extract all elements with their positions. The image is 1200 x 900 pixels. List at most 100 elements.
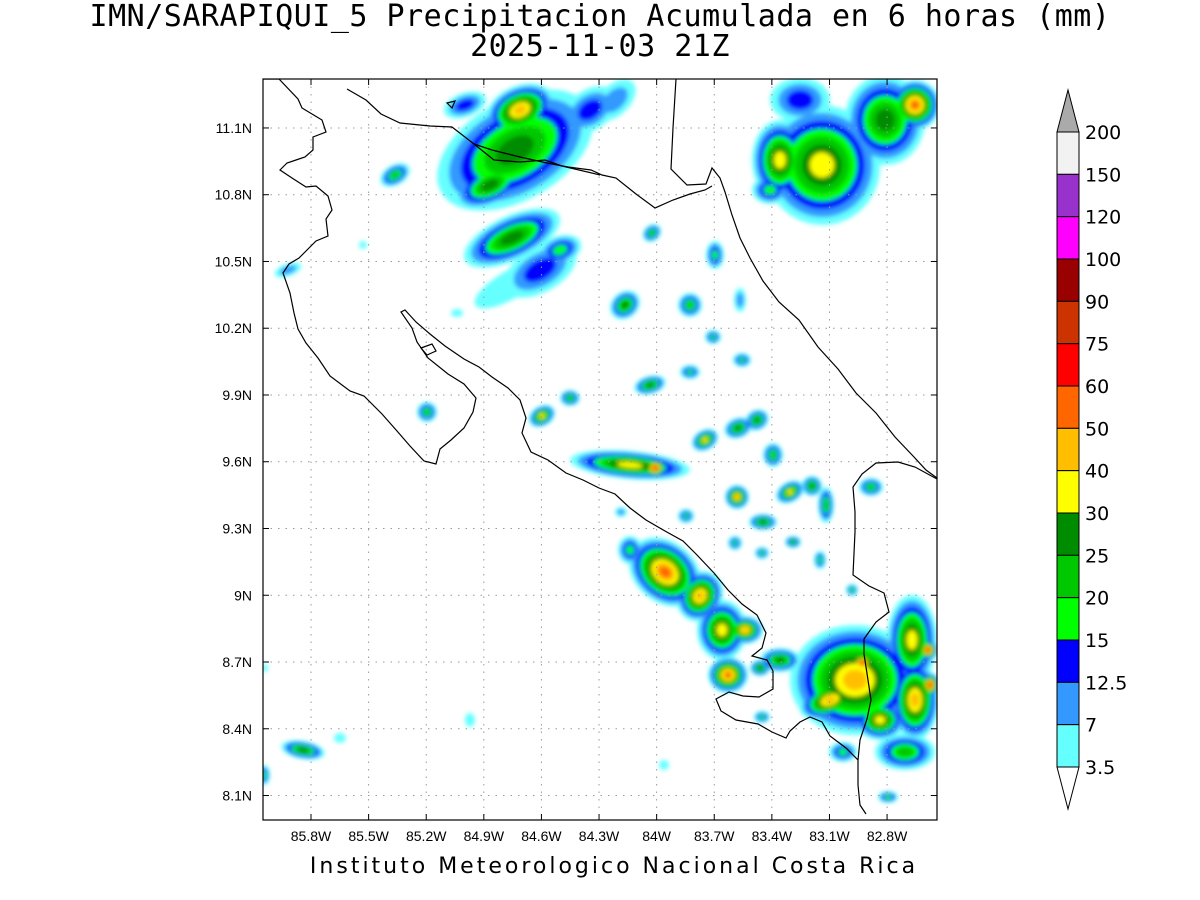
precip-cell (649, 230, 655, 236)
precip-cell (775, 657, 785, 663)
legend-label: 50 (1085, 418, 1109, 440)
legend-label: 25 (1085, 545, 1109, 567)
lat-tick-label: 10.8N (215, 187, 252, 203)
map-frame (262, 78, 938, 821)
lat-tick-label: 10.2N (215, 320, 252, 336)
precipitation-field (263, 79, 937, 803)
axis-ticks: 11.1N 10.8N 10.5N 10.2N 9.9N 9.6N 9.3N 9N 8.7N 8.… (215, 79, 937, 844)
legend-label: 7 (1085, 715, 1097, 737)
legend-label: 3.5 (1085, 757, 1115, 779)
precip-cell (686, 301, 694, 309)
lon-tick-label: 84.9W (464, 828, 505, 844)
nicaragua-border (473, 143, 713, 209)
legend-swatch (1056, 258, 1080, 302)
precip-cell (823, 499, 829, 511)
precip-cell (824, 696, 836, 704)
precip-cell (770, 451, 776, 459)
precip-cell (774, 151, 786, 169)
lat-tick-label: 8.1N (222, 788, 252, 804)
precip-cell (741, 627, 749, 633)
legend-label: 40 (1085, 461, 1109, 483)
precip-cell (724, 672, 732, 678)
lon-tick-label: 83.4W (752, 828, 793, 844)
lon-tick-label: 84W (642, 828, 672, 844)
lat-tick-label: 8.7N (222, 654, 252, 670)
precip-cell (738, 357, 746, 363)
precip-cell (625, 545, 635, 555)
legend-swatch (1056, 554, 1080, 599)
lat-tick-label: 11.1N (216, 120, 252, 136)
precip-cell (513, 105, 527, 115)
title-line-2: 2025-11-03 21Z (470, 29, 730, 64)
precip-cell (817, 556, 823, 564)
precip-cell (786, 90, 814, 110)
legend-swatch (1056, 681, 1080, 726)
precip-cell (334, 733, 346, 743)
precip-cell (842, 669, 868, 691)
precip-cell (496, 135, 534, 165)
precip-cell (621, 301, 629, 309)
lon-tick-label: 83.7W (694, 828, 735, 844)
precip-cell (702, 437, 708, 443)
precip-cell (567, 395, 573, 401)
legend-swatch (1056, 173, 1080, 218)
precip-cell (577, 99, 603, 121)
precip-cell (906, 630, 918, 650)
lat-tick-label: 10.5N (215, 253, 252, 269)
precip-cell (754, 417, 760, 423)
precip-cell (736, 292, 744, 308)
lon-tick-label: 83.1W (809, 828, 850, 844)
legend-label: 100 (1085, 249, 1121, 271)
precip-cell (867, 484, 875, 490)
precip-cell (875, 109, 895, 131)
precip-cell (759, 550, 765, 556)
caribbean-coastline (670, 79, 937, 479)
legend-label: 150 (1085, 164, 1121, 186)
precip-cell (552, 244, 568, 256)
precip-cell (710, 334, 716, 340)
legend-swatch (1056, 300, 1080, 345)
precip-cell (809, 483, 815, 489)
precip-cell (910, 100, 920, 110)
precip-cell (910, 692, 920, 708)
legend-swatch (1056, 385, 1080, 429)
precip-cell (451, 309, 463, 317)
lat-tick-label: 9.6N (222, 454, 252, 470)
precip-cell (539, 413, 545, 419)
precip-cell (716, 623, 728, 637)
precip-cell (658, 566, 672, 578)
lat-tick-label: 8.4N (222, 721, 252, 737)
precip-cell (646, 382, 654, 388)
precip-cell (500, 230, 524, 246)
legend-swatch (1056, 216, 1080, 260)
legend-label: 30 (1085, 503, 1109, 525)
precip-cell (711, 250, 719, 260)
legend-label: 90 (1085, 291, 1109, 313)
precip-cell (757, 665, 763, 671)
precip-cell (809, 152, 835, 178)
precip-cell (838, 748, 848, 756)
precip-cell (927, 682, 933, 688)
precip-cell (759, 519, 767, 525)
precip-cell (790, 539, 796, 545)
map-title: IMN/SARAPIQUI_5 Precipitacion Acumulada … (0, 2, 1200, 62)
legend-swatch (1056, 724, 1080, 768)
lat-tick-label: 9N (234, 587, 252, 603)
precip-cell (297, 747, 309, 753)
precip-cell (263, 664, 268, 672)
precip-cell (695, 591, 705, 601)
legend-bottom-arrow (1056, 766, 1080, 811)
panama-border (852, 461, 937, 761)
legend-swatch (1056, 131, 1080, 175)
lon-tick-label: 82.8W (867, 828, 908, 844)
island (445, 100, 457, 110)
precip-cell (683, 513, 689, 519)
precip-cell (686, 369, 694, 375)
precip-cell (925, 647, 931, 653)
lon-tick-label: 85.8W (291, 828, 332, 844)
precip-cell (763, 185, 777, 195)
pacific-coastline (263, 79, 867, 815)
legend-top-arrow (1056, 88, 1080, 133)
legend-label: 75 (1085, 334, 1109, 356)
